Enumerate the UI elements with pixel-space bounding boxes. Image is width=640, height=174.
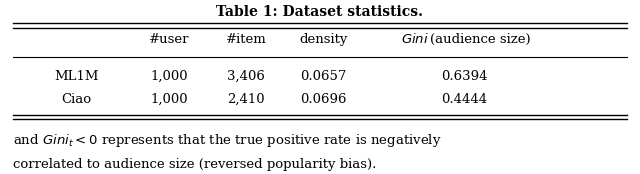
Text: $\mathit{Gini}$: $\mathit{Gini}$ bbox=[401, 32, 429, 46]
Text: ML1M: ML1M bbox=[54, 70, 99, 83]
Text: 1,000: 1,000 bbox=[151, 70, 188, 83]
Text: #user: #user bbox=[149, 33, 190, 46]
Text: #item: #item bbox=[226, 33, 267, 46]
Text: density: density bbox=[299, 33, 348, 46]
Text: and $\mathit{Gini}_t < 0$ represents that the true positive rate is negatively: and $\mathit{Gini}_t < 0$ represents tha… bbox=[13, 132, 442, 149]
Text: 0.0657: 0.0657 bbox=[300, 70, 346, 83]
Text: Table 1: Dataset statistics.: Table 1: Dataset statistics. bbox=[216, 5, 424, 19]
Text: (audience size): (audience size) bbox=[430, 33, 531, 46]
Text: correlated to audience size (reversed popularity bias).: correlated to audience size (reversed po… bbox=[13, 158, 376, 171]
Text: 2,410: 2,410 bbox=[228, 93, 265, 106]
Text: 1,000: 1,000 bbox=[151, 93, 188, 106]
Text: 3,406: 3,406 bbox=[227, 70, 266, 83]
Text: 0.4444: 0.4444 bbox=[441, 93, 487, 106]
Text: Ciao: Ciao bbox=[61, 93, 92, 106]
Text: 0.6394: 0.6394 bbox=[441, 70, 487, 83]
Text: 0.0696: 0.0696 bbox=[300, 93, 346, 106]
